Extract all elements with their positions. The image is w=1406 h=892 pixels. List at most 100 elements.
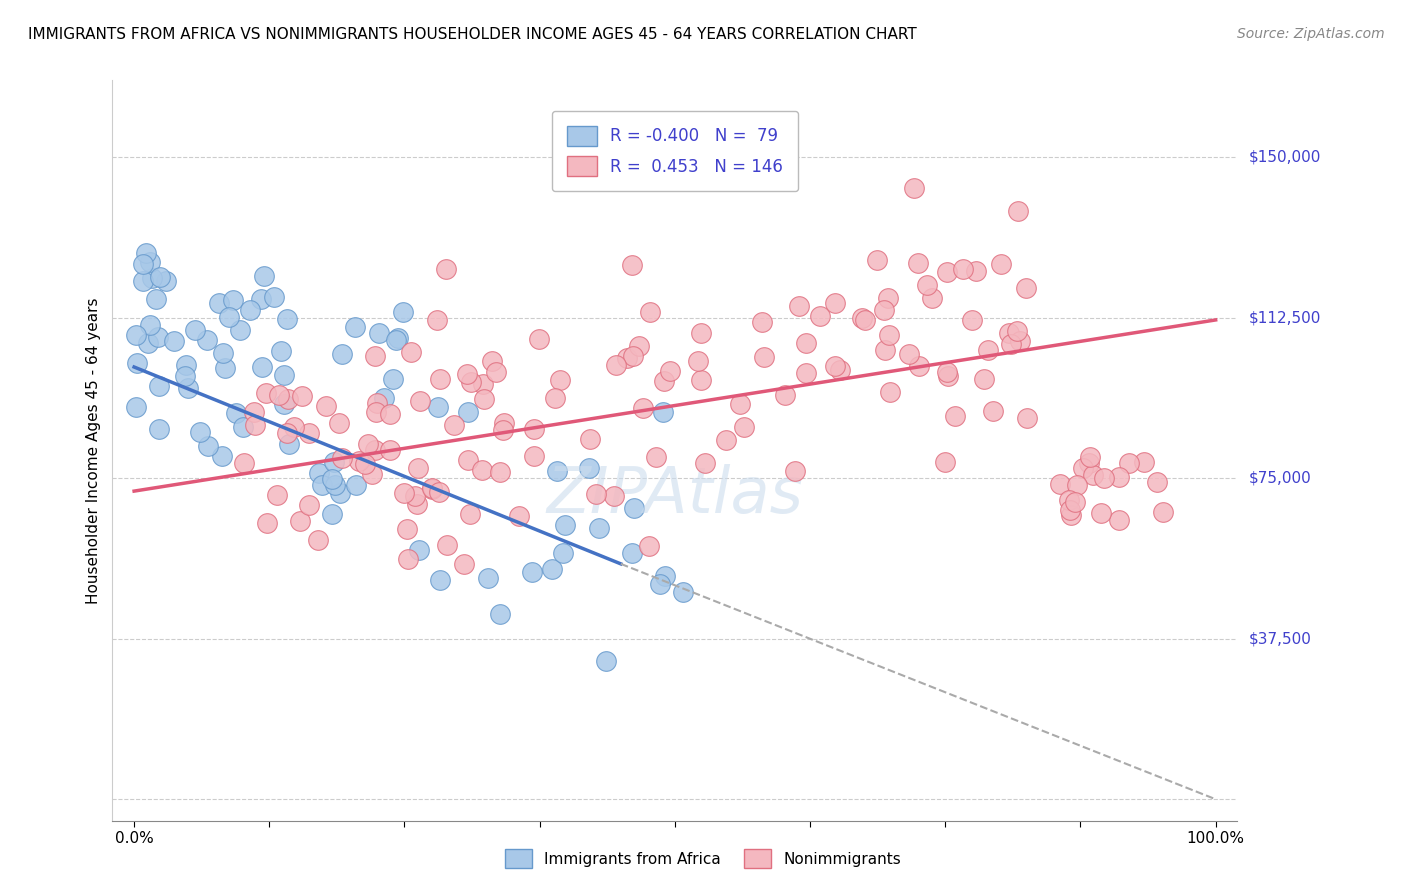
Point	[728, 397, 751, 411]
Point	[277, 392, 299, 406]
Point	[321, 472, 343, 486]
Point	[163, 334, 186, 349]
Point	[460, 375, 482, 389]
Point	[733, 420, 755, 434]
Text: $112,500: $112,500	[1249, 310, 1320, 326]
Point	[621, 546, 644, 560]
Point	[1092, 471, 1115, 485]
Point	[1118, 456, 1140, 470]
Point	[273, 368, 295, 382]
Point	[1059, 502, 1081, 516]
Point	[1005, 324, 1028, 338]
Point	[976, 343, 998, 357]
Point	[873, 302, 896, 317]
Point	[457, 452, 479, 467]
Point	[328, 417, 350, 431]
Point	[427, 400, 450, 414]
Point	[392, 485, 415, 500]
Point	[554, 518, 576, 533]
Point	[354, 458, 377, 472]
Point	[457, 405, 479, 419]
Point	[638, 305, 661, 319]
Text: ZIPAtlas: ZIPAtlas	[547, 464, 803, 526]
Point	[429, 372, 451, 386]
Point	[481, 354, 503, 368]
Point	[934, 454, 956, 468]
Point	[429, 574, 451, 588]
Point	[380, 442, 402, 457]
Point	[291, 389, 314, 403]
Point	[384, 333, 406, 347]
Point	[357, 437, 380, 451]
Point	[605, 359, 627, 373]
Point	[620, 258, 643, 272]
Point	[429, 485, 451, 500]
Point	[366, 396, 388, 410]
Point	[266, 488, 288, 502]
Point	[366, 404, 388, 418]
Point	[1015, 280, 1038, 294]
Text: $150,000: $150,000	[1249, 150, 1320, 165]
Point	[364, 350, 387, 364]
Point	[387, 331, 409, 345]
Point	[973, 372, 995, 386]
Point	[232, 419, 254, 434]
Point	[308, 466, 330, 480]
Point	[546, 464, 568, 478]
Point	[921, 291, 943, 305]
Point	[876, 291, 898, 305]
Point	[315, 399, 337, 413]
Point	[141, 270, 163, 285]
Point	[406, 497, 429, 511]
Point	[1059, 492, 1081, 507]
Point	[853, 313, 876, 327]
Point	[364, 443, 387, 458]
Point	[866, 253, 889, 268]
Point	[373, 391, 395, 405]
Y-axis label: Householder Income Ages 45 - 64 years: Householder Income Ages 45 - 64 years	[86, 297, 101, 604]
Point	[146, 330, 169, 344]
Point	[785, 464, 807, 478]
Point	[585, 487, 607, 501]
Point	[276, 311, 298, 326]
Point	[824, 359, 846, 374]
Point	[1060, 508, 1083, 522]
Point	[903, 181, 925, 195]
Point	[751, 316, 773, 330]
Point	[690, 326, 713, 341]
Point	[283, 419, 305, 434]
Point	[1081, 468, 1104, 483]
Point	[214, 360, 236, 375]
Point	[588, 521, 610, 535]
Point	[523, 422, 546, 436]
Point	[396, 552, 419, 566]
Point	[962, 313, 984, 327]
Point	[981, 404, 1004, 418]
Point	[631, 401, 654, 416]
Point	[344, 478, 367, 492]
Point	[672, 584, 695, 599]
Point	[1064, 494, 1087, 508]
Point	[307, 533, 329, 547]
Point	[1017, 410, 1039, 425]
Point	[623, 500, 645, 515]
Point	[347, 454, 370, 468]
Point	[529, 332, 551, 346]
Point	[508, 508, 530, 523]
Point	[471, 463, 494, 477]
Point	[229, 323, 252, 337]
Point	[426, 313, 449, 327]
Point	[773, 388, 796, 402]
Point	[297, 498, 319, 512]
Point	[391, 305, 413, 319]
Point	[990, 257, 1012, 271]
Point	[239, 303, 262, 318]
Point	[787, 299, 810, 313]
Point	[875, 343, 897, 357]
Point	[714, 434, 737, 448]
Point	[125, 400, 148, 414]
Text: $37,500: $37,500	[1249, 632, 1312, 647]
Point	[177, 381, 200, 395]
Point	[139, 255, 162, 269]
Point	[523, 450, 546, 464]
